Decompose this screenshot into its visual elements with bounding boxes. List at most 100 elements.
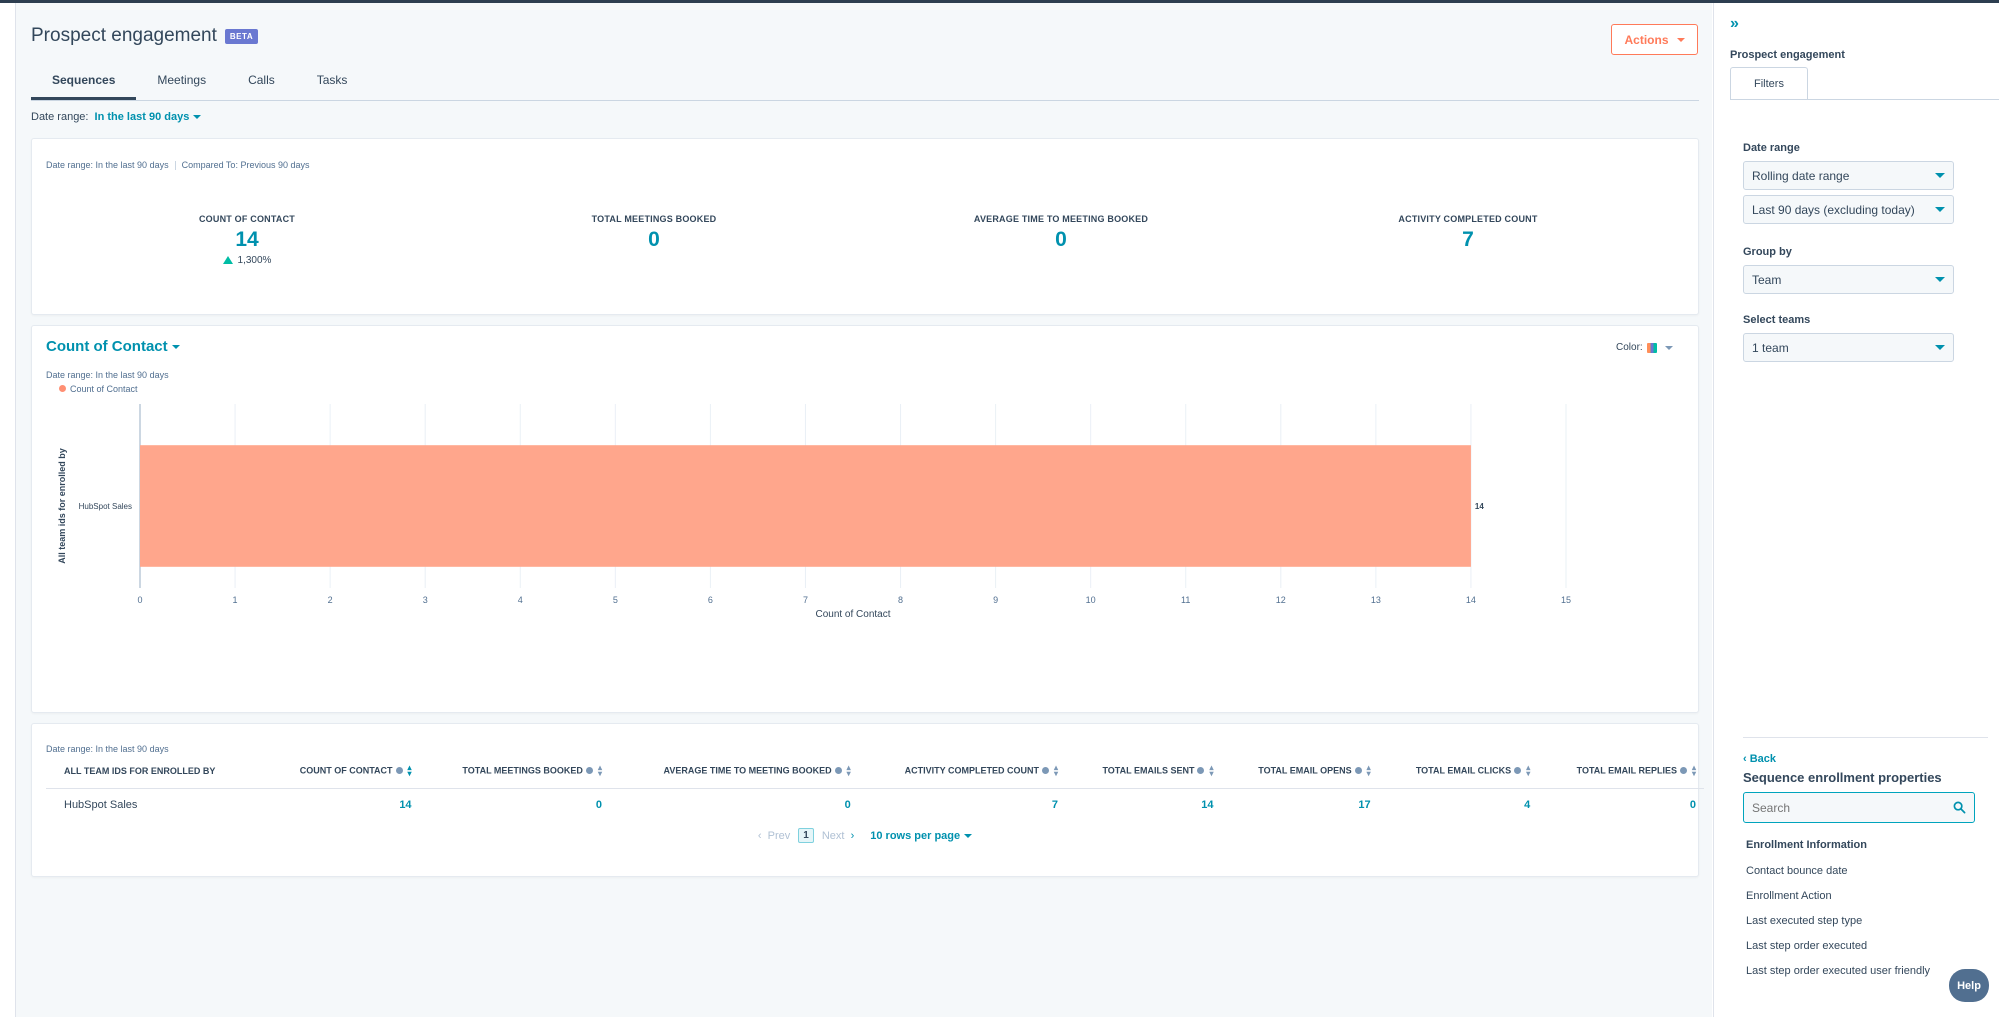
- tab-calls[interactable]: Calls: [248, 73, 275, 87]
- chevron-down-icon: [1935, 207, 1945, 212]
- col-total-emails-sent[interactable]: TOTAL EMAILS SENT ▴ ▾: [1066, 762, 1222, 789]
- table-cell-link[interactable]: 7: [1051, 798, 1058, 811]
- col-count-of-contact[interactable]: COUNT OF CONTACT ▴ ▾: [263, 762, 420, 789]
- legend-dot-icon: [59, 385, 66, 392]
- page-number[interactable]: 1: [798, 828, 814, 843]
- pagination: ‹ Prev 1 Next › 10 rows per page: [32, 828, 1698, 843]
- next-button[interactable]: Next ›: [821, 829, 855, 842]
- date-range-dropdown[interactable]: In the last 90 days: [95, 111, 202, 123]
- tab-meetings[interactable]: Meetings: [157, 73, 207, 87]
- col-avg-time-to-meeting[interactable]: AVERAGE TIME TO MEETING BOOKED ▴ ▾: [609, 762, 859, 789]
- x-tick-label: 14: [1466, 595, 1476, 605]
- back-link[interactable]: ‹ Back: [1743, 753, 1777, 765]
- date-range-value-select[interactable]: Last 90 days (excluding today): [1743, 195, 1954, 224]
- color-picker[interactable]: Color:: [1616, 342, 1673, 353]
- date-range-type-select[interactable]: Rolling date range: [1743, 161, 1954, 190]
- trend-up-icon: [222, 256, 233, 264]
- group-by-label: Group by: [1743, 246, 1792, 258]
- x-tick-label: 1: [233, 595, 238, 605]
- beta-badge: BETA: [224, 28, 259, 44]
- kpi-label: COUNT OF CONTACT: [198, 214, 296, 224]
- property-item[interactable]: Enrollment Action: [1746, 890, 1832, 902]
- table-cell-link[interactable]: 14: [1201, 798, 1214, 811]
- col-total-email-clicks[interactable]: TOTAL EMAIL CLICKS ▴ ▾: [1378, 762, 1539, 789]
- top-bar: [0, 0, 1999, 3]
- table-cell-link[interactable]: 0: [1689, 798, 1696, 811]
- sort-icon[interactable]: ▴ ▾: [1209, 762, 1214, 778]
- date-range-filter: Date range: In the last 90 days: [31, 111, 202, 123]
- info-icon: [1041, 767, 1049, 775]
- page-title: Prospect engagement BETA: [31, 25, 259, 47]
- sidebar-heading: Prospect engagement: [1730, 49, 1845, 61]
- col-total-email-opens[interactable]: TOTAL EMAIL OPENS ▴ ▾: [1221, 762, 1379, 789]
- help-button[interactable]: Help: [1949, 969, 1989, 1002]
- sort-icon[interactable]: ▴ ▾: [1526, 762, 1531, 778]
- x-tick-label: 9: [993, 595, 998, 605]
- table-cell-link[interactable]: 4: [1524, 798, 1531, 811]
- table-cell-link[interactable]: 14: [399, 798, 412, 811]
- x-tick-label: 10: [1086, 595, 1096, 605]
- kpi-change: 1,300%: [137, 255, 357, 266]
- info-icon: [1514, 767, 1522, 775]
- info-icon: [1679, 767, 1687, 775]
- bar[interactable]: [140, 445, 1471, 567]
- info-icon: [1354, 767, 1362, 775]
- chevron-down-icon: [1935, 345, 1945, 350]
- table-meta: Date range: In the last 90 days: [46, 744, 169, 754]
- table-cell-link[interactable]: 0: [595, 798, 602, 811]
- properties-title: Sequence enrollment properties: [1743, 770, 1942, 785]
- table-row: HubSpot Sales 14 0 0 7 14 17 4 0: [46, 788, 1704, 821]
- kpi-count-of-contact: COUNT OF CONTACT 14 1,300%: [137, 214, 357, 266]
- tab-divider: [1730, 99, 1999, 100]
- actions-label: Actions: [1624, 32, 1669, 47]
- kpi-label: ACTIVITY COMPLETED COUNT: [1398, 214, 1538, 224]
- col-total-email-replies[interactable]: TOTAL EMAIL REPLIES ▴ ▾: [1538, 762, 1704, 789]
- tab-tasks[interactable]: Tasks: [316, 73, 348, 87]
- table-cell: HubSpot Sales: [64, 798, 138, 811]
- actions-button[interactable]: Actions: [1611, 24, 1698, 55]
- search-input[interactable]: [1752, 800, 1953, 815]
- table-cell-link[interactable]: 17: [1358, 798, 1371, 811]
- chart-legend[interactable]: Count of Contact: [59, 384, 138, 394]
- tab-filters[interactable]: Filters: [1730, 67, 1808, 99]
- property-item[interactable]: Last executed step type: [1746, 915, 1863, 927]
- col-activity-completed[interactable]: ACTIVITY COMPLETED COUNT ▴ ▾: [858, 762, 1066, 789]
- kpi-total-meetings-booked: TOTAL MEETINGS BOOKED 0: [544, 214, 764, 252]
- kpi-activity-completed: ACTIVITY COMPLETED COUNT 7: [1358, 214, 1578, 252]
- col-team[interactable]: ALL TEAM IDS FOR ENROLLED BY: [46, 762, 264, 789]
- x-tick-label: 0: [137, 595, 142, 605]
- table-card: Date range: In the last 90 days ALL TEAM…: [31, 723, 1704, 877]
- sort-icon[interactable]: ▴ ▾: [597, 762, 602, 778]
- property-item[interactable]: Last step order executed: [1746, 940, 1868, 952]
- x-tick-label: 8: [898, 595, 903, 605]
- select-teams-label: Select teams: [1743, 314, 1811, 326]
- page-title-text: Prospect engagement: [31, 25, 217, 46]
- select-teams-select[interactable]: 1 team: [1743, 333, 1954, 362]
- prev-button[interactable]: ‹ Prev: [757, 829, 791, 842]
- sort-icon[interactable]: ▴ ▾: [1053, 762, 1058, 778]
- sort-icon[interactable]: ▴ ▾: [846, 762, 851, 778]
- group-by-select[interactable]: Team: [1743, 265, 1954, 294]
- property-item[interactable]: Contact bounce date: [1746, 865, 1848, 877]
- rows-per-page-dropdown[interactable]: 10 rows per page: [870, 830, 973, 842]
- kpi-value: 7: [1462, 228, 1474, 251]
- property-item[interactable]: Last step order executed user friendly: [1746, 965, 1931, 977]
- sort-icon[interactable]: ▴ ▾: [407, 762, 412, 778]
- sort-icon[interactable]: ▴ ▾: [1366, 762, 1371, 778]
- x-axis-title: Count of Contact: [815, 609, 890, 620]
- collapse-icon[interactable]: »: [1730, 15, 1739, 32]
- info-icon: [834, 767, 842, 775]
- kpi-value: 0: [648, 228, 660, 251]
- info-icon: [395, 767, 403, 775]
- table-cell-link[interactable]: 0: [844, 798, 851, 811]
- col-total-meetings-booked[interactable]: TOTAL MEETINGS BOOKED ▴ ▾: [419, 762, 610, 789]
- chart-title-dropdown[interactable]: Count of Contact: [46, 338, 180, 355]
- search-icon[interactable]: [1953, 801, 1966, 814]
- chart-meta: Date range: In the last 90 days: [46, 370, 169, 380]
- tab-sequences[interactable]: Sequences: [31, 63, 137, 100]
- sort-icon[interactable]: ▴ ▾: [1691, 762, 1696, 778]
- main-content: Prospect engagement BETA Actions Sequenc…: [15, 3, 1712, 1017]
- chart-card: Count of Contact Color: Date range: In t…: [31, 325, 1699, 713]
- x-tick-label: 12: [1276, 595, 1286, 605]
